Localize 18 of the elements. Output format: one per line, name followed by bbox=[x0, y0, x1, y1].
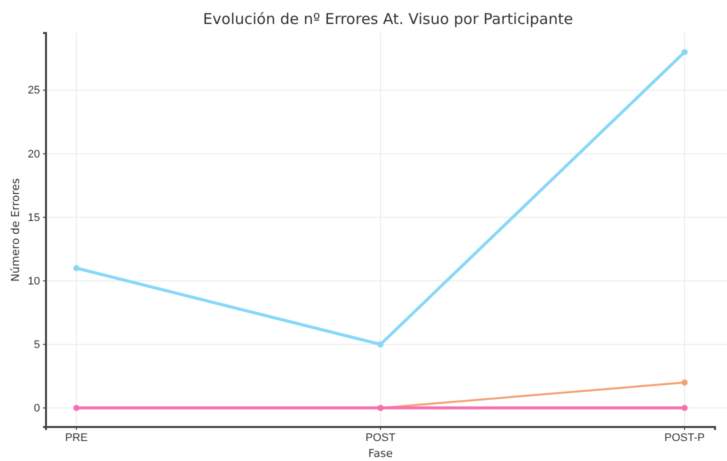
point bbox=[682, 404, 688, 412]
y-tick-label: 15 bbox=[28, 212, 40, 224]
chart-title: Evolución de nº Errores At. Visuo por Participante bbox=[203, 10, 573, 28]
point bbox=[682, 48, 688, 56]
y-tick-label: 0 bbox=[34, 402, 40, 414]
y-tick-label: 20 bbox=[28, 148, 40, 160]
y-tick-label: 10 bbox=[28, 275, 40, 288]
x-tick-label: POST bbox=[366, 432, 396, 444]
point bbox=[73, 265, 80, 272]
y-tick-label: 25 bbox=[28, 84, 40, 97]
x-tick-label: PRE bbox=[65, 432, 88, 444]
point bbox=[377, 341, 384, 348]
x-axis-title: Fase bbox=[368, 447, 394, 460]
y-axis-title: Número de Errores bbox=[9, 178, 22, 282]
x-tick-label: POST-P bbox=[664, 432, 705, 444]
y-tick-label: 5 bbox=[34, 338, 40, 351]
point bbox=[73, 404, 80, 412]
point bbox=[682, 379, 688, 386]
